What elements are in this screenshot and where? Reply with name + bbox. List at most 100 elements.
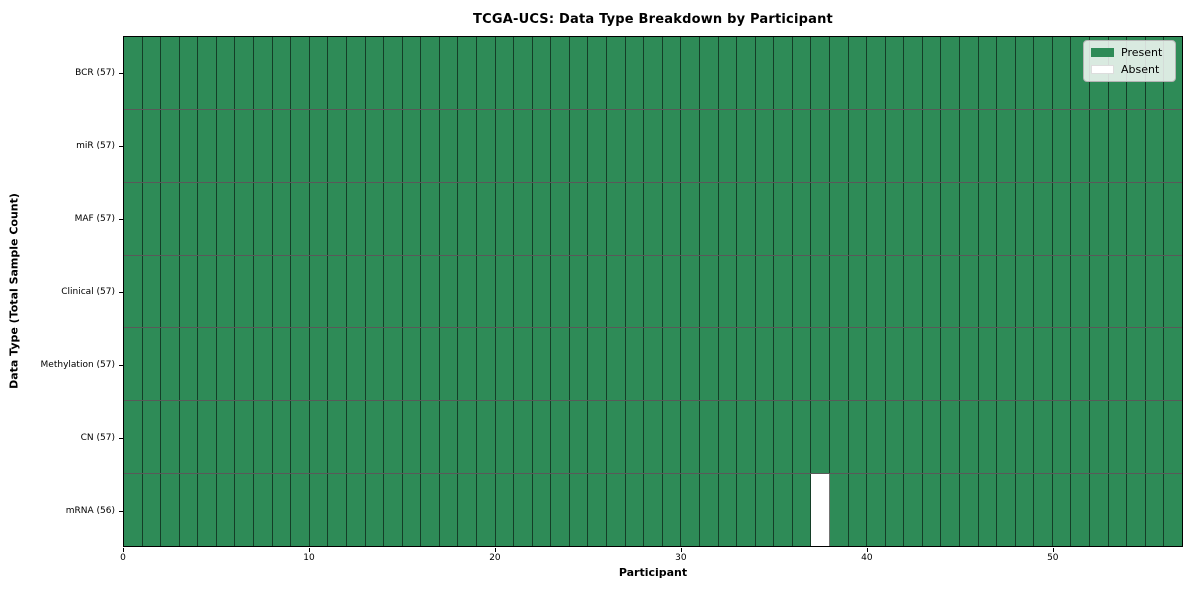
legend-entry-present: Present: [1091, 47, 1167, 58]
heatmap-cell: [904, 182, 923, 255]
heatmap-cell: [495, 474, 515, 547]
heatmap-cell: [365, 401, 385, 474]
heatmap-cell: [142, 401, 162, 474]
heatmap-cell: [885, 182, 905, 255]
heatmap-cell: [848, 474, 868, 547]
heatmap-cell: [1127, 182, 1146, 255]
heatmap-cell: [718, 182, 738, 255]
heatmap-cell: [718, 109, 738, 182]
heatmap-row-clinical: [124, 255, 1182, 329]
x-tick-label: 30: [675, 553, 687, 563]
heatmap-cell: [1164, 328, 1182, 401]
heatmap-cell: [644, 255, 663, 328]
heatmap-cell: [1164, 255, 1182, 328]
heatmap-cell: [1127, 401, 1146, 474]
heatmap-cell: [402, 401, 422, 474]
heatmap-cell: [328, 109, 347, 182]
heatmap-cell: [421, 37, 440, 109]
heatmap-cell: [291, 182, 310, 255]
heatmap-cell: [1034, 328, 1053, 401]
heatmap-cell: [1052, 182, 1072, 255]
heatmap-cell: [1164, 401, 1182, 474]
heatmap-cell: [941, 474, 961, 547]
heatmap-cell: [625, 474, 645, 547]
heatmap-cell: [198, 401, 217, 474]
heatmap-cell: [1015, 328, 1035, 401]
heatmap-cell: [124, 182, 143, 255]
heatmap-cell: [272, 37, 292, 109]
heatmap-cell: [179, 401, 199, 474]
heatmap-cell: [179, 37, 199, 109]
heatmap-cell: [811, 255, 830, 328]
heatmap-cell: [272, 109, 292, 182]
heatmap-cell: [811, 182, 830, 255]
heatmap-cell: [458, 109, 477, 182]
heatmap-cell: [1034, 37, 1053, 109]
heatmap-cell: [941, 328, 961, 401]
heatmap-cell: [1108, 401, 1128, 474]
heatmap-cell: [737, 37, 756, 109]
heatmap-cell: [346, 474, 366, 547]
heatmap-cell: [960, 255, 979, 328]
heatmap-cell: [792, 328, 812, 401]
heatmap-cell: [997, 401, 1016, 474]
heatmap-cell: [662, 328, 682, 401]
heatmap-cell: [792, 401, 812, 474]
heatmap-cell: [476, 182, 496, 255]
heatmap-cell: [922, 255, 942, 328]
heatmap-cell: [365, 109, 385, 182]
heatmap-cell: [997, 182, 1016, 255]
heatmap-cell: [495, 109, 515, 182]
heatmap-cell: [179, 474, 199, 547]
heatmap-cell: [495, 37, 515, 109]
heatmap-cell: [142, 328, 162, 401]
heatmap-cell: [848, 182, 868, 255]
heatmap-cell: [254, 255, 273, 328]
heatmap-cell: [1108, 328, 1128, 401]
x-tick-label: 10: [303, 553, 315, 563]
heatmap-cell: [848, 255, 868, 328]
heatmap-cell: [235, 109, 255, 182]
heatmap-cell: [607, 474, 626, 547]
heatmap-cell: [384, 328, 403, 401]
heatmap-cell: [216, 37, 236, 109]
y-tick-label: mRNA (56): [65, 505, 115, 516]
heatmap-cell: [235, 255, 255, 328]
heatmap-cell: [402, 255, 422, 328]
heatmap-cell: [216, 182, 236, 255]
heatmap-cell: [458, 182, 477, 255]
heatmap-cell: [161, 182, 180, 255]
heatmap-cell: [978, 401, 998, 474]
heatmap-cell: [607, 401, 626, 474]
heatmap-row-cn: [124, 401, 1182, 475]
heatmap-cell: [179, 255, 199, 328]
heatmap-row-mir: [124, 109, 1182, 183]
heatmap-cell: [699, 328, 719, 401]
heatmap-row-methylation: [124, 328, 1182, 402]
heatmap-cell: [867, 109, 886, 182]
y-tick-label: miR (57): [76, 140, 115, 151]
heatmap-cell: [254, 109, 273, 182]
heatmap-cell: [699, 401, 719, 474]
heatmap-cell: [309, 401, 329, 474]
heatmap-cell: [421, 255, 440, 328]
heatmap-cell: [476, 401, 496, 474]
heatmap-cell: [829, 255, 849, 328]
heatmap-cell: [142, 474, 162, 547]
heatmap-cell: [346, 182, 366, 255]
heatmap-cell: [755, 37, 775, 109]
heatmap-cell: [124, 255, 143, 328]
heatmap-cell: [179, 328, 199, 401]
heatmap-cell: [848, 37, 868, 109]
heatmap-cell: [625, 328, 645, 401]
heatmap-cell: [346, 328, 366, 401]
heatmap-cell: [718, 474, 738, 547]
heatmap-cell: [737, 328, 756, 401]
heatmap-cell: [867, 37, 886, 109]
heatmap-cell: [458, 255, 477, 328]
heatmap-cell: [235, 182, 255, 255]
heatmap-cell: [699, 109, 719, 182]
heatmap-cell: [514, 109, 533, 182]
heatmap-cell: [625, 255, 645, 328]
heatmap-cell: [922, 474, 942, 547]
